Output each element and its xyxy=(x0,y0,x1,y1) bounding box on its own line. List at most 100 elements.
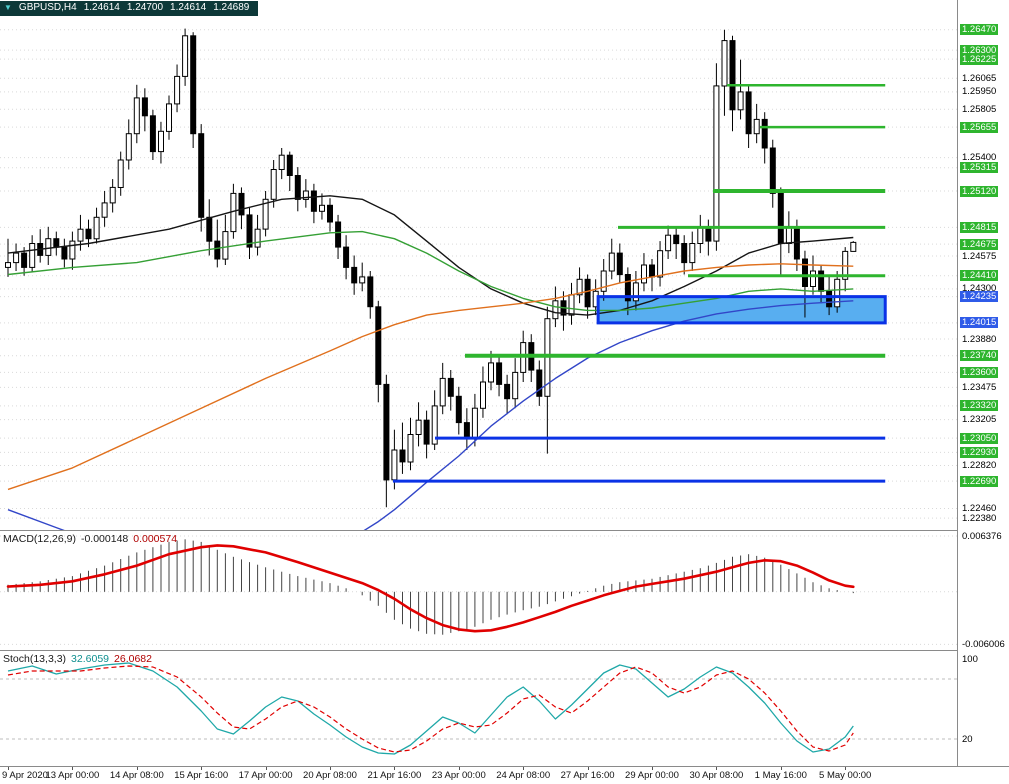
time-axis-label: 17 Apr 00:00 xyxy=(238,770,293,781)
main-chart-canvas[interactable] xyxy=(0,0,957,530)
macd-value-signal: 0.000574 xyxy=(133,533,178,545)
time-axis-tick xyxy=(136,767,138,770)
time-axis-tick xyxy=(523,767,525,770)
time-axis-tick xyxy=(652,767,653,770)
candle-body xyxy=(335,221,342,248)
candle-body xyxy=(214,240,221,260)
price-axis-label: 1.24575 xyxy=(962,250,997,262)
candle-body xyxy=(262,198,269,230)
time-axis-label: 20 Apr 08:00 xyxy=(303,770,357,781)
price-axis-label: 1.22380 xyxy=(962,512,997,524)
macd-indicator-label: MACD(12,26,9) -0.000148 0.000574 xyxy=(3,533,182,545)
time-axis-label: 27 Apr 16:00 xyxy=(560,770,615,781)
candle-body xyxy=(600,270,607,292)
stoch-label: Stoch(13,3,3) xyxy=(3,653,67,665)
candle-body xyxy=(705,226,712,242)
price-axis-label: 1.23600 xyxy=(960,366,999,378)
price-axis-label: 1.25655 xyxy=(960,121,999,133)
candle-body xyxy=(657,250,664,278)
candle-body xyxy=(753,118,760,135)
candle-body xyxy=(190,35,197,135)
candle-body xyxy=(632,282,639,302)
candle-body xyxy=(286,154,293,176)
candle-body xyxy=(641,264,647,284)
time-axis-label: 23 Apr 00:00 xyxy=(431,770,486,781)
candle-body xyxy=(713,85,720,242)
price-axis-label: -0.006006 xyxy=(962,638,1005,650)
candle-body xyxy=(504,383,511,400)
candle-body xyxy=(415,419,422,436)
panel-separator[interactable] xyxy=(0,530,1009,531)
candle-body xyxy=(850,241,857,252)
candle-body xyxy=(351,266,358,284)
price-axis-label: 1.25400 xyxy=(962,152,997,164)
candle-body xyxy=(447,377,454,397)
stoch-panel[interactable]: Stoch(13,3,3) 32.6059 26.0682 xyxy=(0,651,957,765)
candle-body xyxy=(61,246,68,260)
candle-body xyxy=(375,306,382,385)
macd-canvas[interactable] xyxy=(0,531,957,650)
candle-body xyxy=(367,276,374,308)
time-axis-label: 9 Apr 2020 xyxy=(2,770,48,781)
candle-body xyxy=(254,228,261,248)
price-axis-label: 1.22930 xyxy=(960,446,999,458)
candle-body xyxy=(383,383,390,481)
candle-body xyxy=(109,186,116,204)
candle-body xyxy=(536,369,543,397)
chart-title-bar[interactable]: ▼ GBPUSD,H4 1.24614 1.24700 1.24614 1.24… xyxy=(0,1,259,16)
symbol-period: GBPUSD,H4 xyxy=(18,2,77,13)
candle-body xyxy=(431,405,438,445)
candle-body xyxy=(399,449,406,463)
candle-body xyxy=(149,115,156,153)
price-axis-label: 1.24300 xyxy=(962,283,997,295)
candle-body xyxy=(182,35,189,77)
candle-body xyxy=(391,449,398,481)
time-axis-tick xyxy=(458,767,460,770)
price-axis-label: 1.26470 xyxy=(960,24,999,36)
ma-green xyxy=(7,230,854,312)
candle-body xyxy=(246,214,253,248)
ohlc-high: 1.24700 xyxy=(126,2,164,13)
time-axis[interactable]: 9 Apr 2020 13 Apr 00:00 14 Apr 08:00 15 Apr… xyxy=(0,766,1009,784)
stoch-canvas[interactable] xyxy=(0,651,957,765)
price-axis-label: 1.23740 xyxy=(960,350,999,362)
moving-averages xyxy=(7,195,854,530)
time-axis-label: 5 May 00:00 xyxy=(819,770,872,781)
price-axis[interactable]: 1.26470 1.26300 1.26225 1.26065 1.25950 1.258… xyxy=(957,0,1009,766)
candle-body xyxy=(294,175,301,200)
candle-body xyxy=(407,434,414,463)
price-axis-label: 20 xyxy=(962,733,973,745)
candle-body xyxy=(480,381,486,409)
candle-body xyxy=(343,246,350,268)
time-axis-label: 13 Apr 00:00 xyxy=(45,770,100,781)
candle-body xyxy=(689,243,696,264)
candle-body xyxy=(729,40,736,111)
chart-menu-icon[interactable]: ▼ xyxy=(4,3,12,12)
time-axis-tick xyxy=(845,767,847,770)
time-axis-tick xyxy=(201,767,203,770)
candle-body xyxy=(13,252,20,264)
price-axis-label: 0.006376 xyxy=(962,530,1002,542)
candle-body xyxy=(681,243,688,264)
support-zone-border[interactable] xyxy=(596,295,887,325)
time-axis-tick xyxy=(587,767,589,770)
stoch-value-signal: 26.0682 xyxy=(114,653,152,665)
candle-body xyxy=(439,377,446,407)
macd-value-main: -0.000148 xyxy=(80,533,129,545)
candle-body xyxy=(206,216,213,242)
main-chart[interactable]: ▼ GBPUSD,H4 1.24614 1.24700 1.24614 1.24… xyxy=(0,0,957,530)
candle-body xyxy=(198,133,205,218)
panel-separator[interactable] xyxy=(0,650,1009,651)
candle-body xyxy=(85,228,92,240)
candle-body xyxy=(496,362,503,385)
candle-body xyxy=(29,243,36,268)
price-axis-label: 1.22460 xyxy=(962,503,997,514)
macd-panel[interactable]: MACD(12,26,9) -0.000148 0.000574 xyxy=(0,531,957,650)
time-axis-tick xyxy=(394,767,396,770)
candle-body xyxy=(117,159,124,188)
time-axis-label: 29 Apr 00:00 xyxy=(625,770,679,781)
candle-body xyxy=(721,40,728,87)
price-axis-label: 1.23050 xyxy=(960,432,999,444)
time-axis-tick xyxy=(8,767,9,770)
